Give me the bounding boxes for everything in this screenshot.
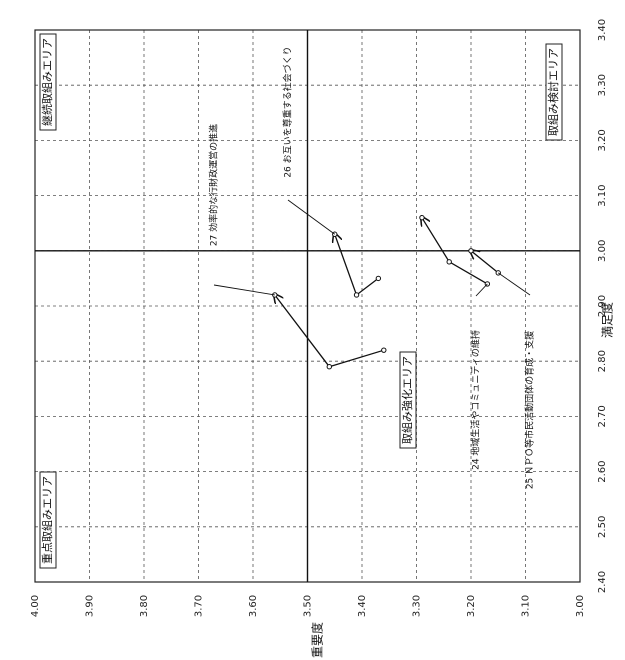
- data-point: [419, 214, 425, 221]
- y-tick-label: 3.10: [521, 595, 532, 617]
- y-tick-label: 3.90: [85, 595, 96, 617]
- x-tick-label: 3.30: [597, 74, 608, 96]
- series-line-1: [335, 234, 379, 297]
- annotation-leader-4: [497, 272, 531, 296]
- series-layer: [272, 214, 501, 370]
- data-point: [468, 248, 474, 254]
- data-point: [381, 347, 387, 353]
- y-tick-label: 3.60: [248, 595, 259, 617]
- annotation-label-2: 27 効率的な行財政運営の推進: [208, 124, 220, 246]
- quadrant-label-priority-box: [39, 471, 57, 569]
- annotation-leader-1: [287, 199, 336, 235]
- x-tick-label: 2.40: [597, 571, 608, 593]
- label-layer: 2.40 2.50 2.60 2.70 2.80 2.90 3.00 3.10 3.20 3.30…: [30, 19, 615, 658]
- annotation-label-3: 24 地域生活やコミュニティの維持: [470, 330, 482, 470]
- x-tick-label: 2.70: [597, 405, 608, 427]
- y-tick-label: 4.00: [30, 595, 41, 617]
- quadrant-label-consider-box: [545, 43, 563, 141]
- quadrant-label-strengthen: 取組み強化エリア: [400, 356, 414, 444]
- y-axis-title: 重要度: [310, 622, 325, 658]
- y-tick-label: 3.00: [575, 595, 586, 617]
- quadrant-label-strengthen-box: [399, 351, 417, 449]
- quadrant-label-continue-box: [39, 33, 57, 131]
- annotation-label-4: 25 ＮＰＯ等市民活動団体の育成・支援: [524, 331, 536, 489]
- y-tick-label: 3.70: [194, 595, 205, 617]
- x-tick-label: 3.10: [597, 184, 608, 206]
- data-point: [375, 275, 382, 282]
- series-line-4: [471, 251, 499, 274]
- y-tick-label: 3.50: [303, 595, 314, 617]
- x-tick-label: 2.60: [597, 460, 608, 482]
- quadrant-label-continue: 継続取組みエリア: [40, 38, 54, 126]
- x-tick-label: 2.90: [597, 295, 608, 317]
- annotation-leader-2: [213, 284, 275, 296]
- quadrant-label-priority: 重点取組みエリア: [40, 476, 54, 564]
- x-tick-label: 3.40: [597, 19, 608, 41]
- x-axis-title: 満足度: [600, 302, 615, 338]
- data-point: [353, 292, 360, 298]
- data-point: [326, 364, 332, 370]
- x-tick-label: 3.00: [597, 240, 608, 262]
- x-tick-label: 3.20: [597, 129, 608, 151]
- x-tick-label: 2.80: [597, 350, 608, 372]
- x-tick-label: 2.50: [597, 516, 608, 538]
- frame-layer: [34, 29, 581, 583]
- quadrant-label-consider: 取組み検討エリア: [546, 48, 560, 136]
- annotation-leader-3: [475, 283, 488, 297]
- y-tick-label: 3.40: [357, 595, 368, 617]
- y-tick-label: 3.20: [466, 595, 477, 617]
- y-tick-label: 3.80: [139, 595, 150, 617]
- annotation-label-1: 26 お互いを尊重する社会づくり: [282, 46, 294, 177]
- data-point: [446, 259, 452, 265]
- y-tick-label: 3.30: [412, 595, 423, 617]
